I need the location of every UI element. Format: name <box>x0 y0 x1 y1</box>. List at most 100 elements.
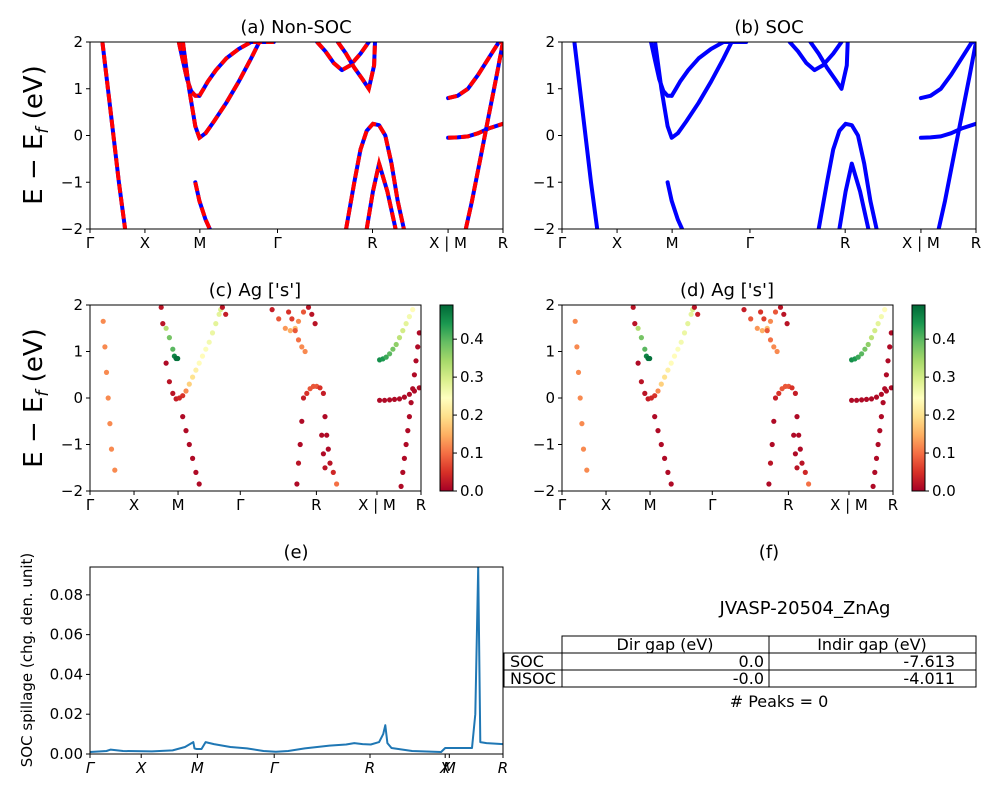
x-tick-label: R <box>783 496 793 514</box>
panel-e-ylabel: SOC spillage (chg. den. unit) <box>18 553 36 768</box>
projection-point <box>662 374 668 380</box>
colorbar-tick-label: 0.4 <box>932 330 956 348</box>
table-title: (f) <box>759 542 779 563</box>
projection-point <box>387 351 393 357</box>
panel-a-ticks: Γ X M Γ R X | M R 2 1 0 −1 −2 <box>61 33 508 252</box>
x-tick-label: Γ <box>86 759 96 777</box>
band-line <box>816 121 879 229</box>
projection-point <box>695 311 701 317</box>
band-line-overlay <box>197 42 274 97</box>
y-tick-label: 2 <box>73 33 83 51</box>
x-tick-label: R <box>416 496 426 514</box>
x-tick-label: R <box>971 234 981 252</box>
projection-point <box>772 309 779 315</box>
colorbar-tick-label: 0.1 <box>460 444 484 462</box>
y-tick-label: −2 <box>533 220 555 238</box>
projection-point <box>413 358 419 364</box>
x-tick-label: X | M <box>429 234 467 252</box>
x-tick-label: X <box>140 234 150 252</box>
y-tick-label: 0 <box>545 389 555 407</box>
projection-point <box>887 344 893 350</box>
projection-point <box>406 391 412 397</box>
projection-point <box>107 421 113 427</box>
projection-point <box>859 351 865 357</box>
projection-point <box>688 311 694 317</box>
band-line <box>665 180 685 229</box>
projection-point <box>112 467 118 473</box>
y-tick-label: 0.00 <box>50 745 83 763</box>
panel-c-ylabel: E − Ef (eV) <box>19 328 53 468</box>
y-tick-label: −2 <box>61 220 83 238</box>
colorbar-tick-label: 0.3 <box>460 368 484 386</box>
projection-point <box>108 446 115 452</box>
colorbar-tick-label: 0.4 <box>460 330 484 348</box>
band-line-overlay <box>447 42 503 101</box>
projection-point <box>408 400 414 406</box>
projection-point <box>806 481 812 487</box>
panel-a-non-soc-bands: (a) Non-SOC Γ X M Γ R X | M R 2 1 0 −1 −2 <box>61 17 508 252</box>
projection-point <box>791 432 797 438</box>
panel-a-title: (a) Non-SOC <box>240 17 351 38</box>
projection-point <box>377 397 383 403</box>
projection-point <box>875 441 881 448</box>
projection-point <box>741 307 747 313</box>
projection-point <box>685 321 691 327</box>
panel-a-bands <box>100 42 503 229</box>
projection-point <box>638 379 645 385</box>
panel-e-title: (e) <box>283 542 308 563</box>
x-tick-label: X | M <box>902 234 940 252</box>
projection-point <box>671 353 678 359</box>
projection-point <box>190 374 196 380</box>
band-line <box>315 42 371 73</box>
projection-point <box>287 328 293 334</box>
x-tick-label: M <box>172 496 185 514</box>
projection-point <box>877 428 883 434</box>
projection-point <box>158 305 164 310</box>
projection-point <box>665 367 671 373</box>
table-subtitle: JVASP-20504_ZnAg <box>719 598 891 619</box>
table-cell-value: 0.0 <box>739 652 764 671</box>
x-tick-label: R <box>311 496 321 514</box>
projection-point <box>305 305 312 310</box>
projection-point <box>175 355 181 362</box>
panel-b-frame <box>561 41 977 230</box>
x-tick-label: M <box>644 496 657 514</box>
table-cell-value: -0.0 <box>733 669 764 688</box>
panel-e-ticks: Γ X M Γ R XM R0.000.020.040.060.08 <box>50 586 509 777</box>
projection-point <box>781 311 787 317</box>
projection-point <box>382 397 388 403</box>
x-tick-label: M <box>666 234 679 252</box>
projection-point <box>193 469 199 475</box>
projection-point <box>878 314 885 320</box>
projection-point <box>759 328 765 334</box>
projection-point <box>691 305 697 310</box>
projection-point <box>764 328 770 334</box>
x-tick-label: X | M <box>358 496 396 514</box>
projection-point <box>766 481 772 487</box>
projection-point <box>868 396 875 402</box>
projection-point <box>330 469 336 475</box>
y-tick-label: −1 <box>61 173 83 191</box>
peaks-count: # Peaks = 0 <box>730 692 829 711</box>
projection-point <box>873 455 880 461</box>
projection-point <box>888 330 893 336</box>
panel-b-bands <box>572 42 976 229</box>
table-cell-value: -4.011 <box>903 669 955 688</box>
band-line <box>837 161 871 229</box>
projection-point <box>792 451 799 457</box>
projection-point <box>665 469 671 475</box>
projection-point <box>196 481 202 487</box>
projection-point <box>209 330 216 336</box>
band-line <box>936 42 976 229</box>
projection-point <box>393 341 399 348</box>
table-header-indir-gap: Indir gap (eV) <box>817 635 927 654</box>
panel-d-colorbar-ticks: 0.0 0.1 0.2 0.3 0.4 <box>925 330 956 500</box>
projection-point <box>203 346 209 352</box>
projection-point <box>776 390 782 396</box>
projection-point <box>678 339 684 345</box>
projection-point <box>390 346 396 352</box>
projection-point <box>398 483 404 489</box>
